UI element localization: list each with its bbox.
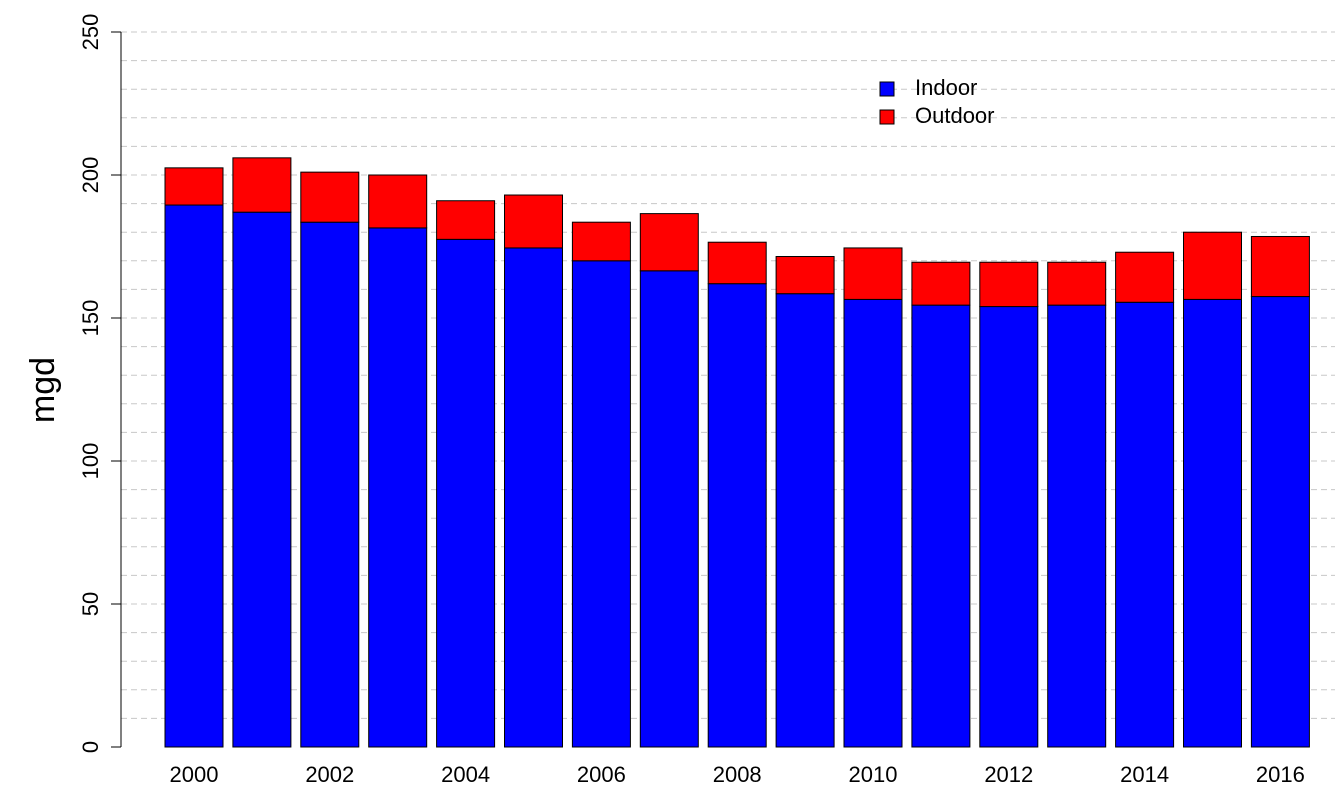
- bar-indoor: [300, 221, 360, 748]
- bar-outdoor: [571, 221, 631, 262]
- bar-indoor: [436, 238, 496, 748]
- bar-indoor: [707, 283, 767, 748]
- bar-indoor: [1047, 304, 1107, 748]
- bar-outdoor: [504, 194, 563, 249]
- legend: Indoor Outdoor: [879, 75, 995, 128]
- x-tick-label: 2004: [441, 762, 490, 787]
- bar-outdoor: [436, 200, 496, 240]
- bar-outdoor: [911, 261, 971, 306]
- y-tick-label: 50: [78, 592, 103, 616]
- bar-outdoor: [368, 174, 428, 229]
- y-ticks: 0 50 100 150 200 250: [78, 14, 121, 753]
- bar-indoor: [164, 204, 224, 748]
- x-tick-label: 2008: [713, 762, 762, 787]
- axes: 0 50 100 150 200 250 2000 2002 2004 2006 2008 2010…: [78, 14, 1305, 787]
- y-tick-label: 100: [78, 443, 103, 480]
- x-ticks: 2000 2002 2004 2006 2008 2010 2012 2014 2016: [170, 762, 1305, 787]
- bar-outdoor: [164, 167, 224, 206]
- y-tick-label: 200: [78, 157, 103, 194]
- bar-outdoor: [232, 157, 292, 213]
- bar-indoor: [232, 211, 292, 748]
- x-tick-label: 2014: [1120, 762, 1169, 787]
- bar-outdoor: [707, 241, 767, 285]
- legend-swatch: [879, 81, 895, 97]
- bar-indoor: [775, 293, 835, 748]
- legend-label: Indoor: [915, 75, 977, 100]
- x-tick-label: 2006: [577, 762, 626, 787]
- x-tick-label: 2010: [849, 762, 898, 787]
- y-tick-label: 150: [78, 300, 103, 337]
- bar-indoor: [911, 304, 971, 748]
- x-tick-label: 2012: [984, 762, 1033, 787]
- bar-indoor: [504, 247, 563, 748]
- bars: [164, 157, 1310, 748]
- bar-indoor: [843, 298, 903, 748]
- bar-indoor: [1115, 301, 1175, 748]
- y-tick-label: 250: [78, 14, 103, 51]
- bar-indoor: [1183, 298, 1242, 748]
- bar-outdoor: [1250, 235, 1310, 298]
- bar-indoor: [571, 260, 631, 748]
- legend-label: Outdoor: [915, 103, 995, 128]
- x-tick-label: 2016: [1256, 762, 1305, 787]
- bar-indoor: [368, 227, 428, 748]
- bar-outdoor: [1047, 261, 1107, 306]
- bar-outdoor: [1183, 231, 1242, 300]
- bar-outdoor: [300, 171, 360, 223]
- bar-outdoor: [775, 256, 835, 295]
- bar-outdoor: [979, 261, 1039, 308]
- bar-outdoor: [1115, 251, 1175, 303]
- bar-indoor: [979, 306, 1039, 748]
- x-tick-label: 2000: [170, 762, 219, 787]
- bar-outdoor: [639, 213, 699, 272]
- bar-outdoor: [843, 247, 903, 300]
- y-axis-title: mgd: [24, 357, 62, 423]
- y-tick-label: 0: [78, 741, 103, 753]
- legend-swatch: [879, 109, 895, 125]
- x-tick-label: 2002: [305, 762, 354, 787]
- bar-indoor: [1250, 296, 1310, 748]
- bar-indoor: [639, 270, 699, 748]
